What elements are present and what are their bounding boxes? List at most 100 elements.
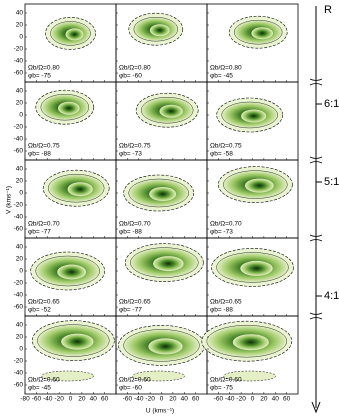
phi-label: φb= -73 (210, 229, 233, 236)
resonance-label: 4:1 (324, 290, 339, 302)
omega-label: Ωb/Ω=0.65 (28, 299, 60, 306)
y-tick-label: -40 (14, 58, 24, 65)
y-tick-label: 40 (16, 88, 24, 95)
density-outer (41, 370, 94, 382)
omega-label: Ωb/Ω=0.70 (210, 221, 242, 228)
resonance-label: 5:1 (324, 176, 339, 188)
phi-label: φb= -75 (28, 73, 51, 80)
x-tick-label: 20 (169, 396, 177, 403)
y-tick-label: 40 (16, 166, 24, 173)
omega-label: Ωb/Ω=0.60 (210, 377, 242, 384)
density-core (153, 256, 184, 272)
phi-label: φb= -58 (210, 151, 233, 158)
omega-label: Ωb/Ω=0.75 (28, 143, 60, 150)
resonance-label: 6:1 (324, 98, 339, 110)
x-tick-label: -80 (20, 396, 30, 403)
y-tick-label: 0 (19, 346, 23, 353)
x-tick-label: 60 (101, 396, 109, 403)
density-core (65, 28, 84, 41)
y-tick-label: 40 (16, 322, 24, 329)
phi-label: φb= -60 (119, 385, 142, 392)
x-tick-label: 60 (283, 396, 291, 403)
density-outer (223, 370, 276, 382)
y-tick-label: -20 (14, 280, 24, 287)
omega-label: Ωb/Ω=0.60 (119, 377, 151, 384)
y-tick-label: 0 (19, 112, 23, 119)
omega-label: Ωb/Ω=0.80 (119, 65, 151, 72)
density-core (148, 338, 183, 355)
phi-label: φb= -75 (210, 385, 233, 392)
y-tick-label: 20 (16, 178, 24, 185)
y-tick-label: -60 (14, 304, 24, 311)
y-tick-label: -40 (14, 370, 24, 377)
y-tick-label: 0 (19, 34, 23, 41)
x-tick-label: 60 (192, 396, 200, 403)
density-core (244, 178, 274, 193)
density-outer (132, 370, 185, 382)
x-tick-label: -20 (54, 396, 64, 403)
axis-break (309, 78, 323, 86)
phi-label: φb= -77 (28, 229, 51, 236)
x-axis-label: U (kms⁻¹) (146, 408, 174, 415)
y-tick-label: -20 (14, 46, 24, 53)
density-core (232, 334, 269, 351)
density-core (241, 109, 267, 123)
density-core (240, 260, 273, 276)
omega-label: Ωb/Ω=0.75 (119, 143, 151, 150)
x-tick-label: -40 (225, 396, 235, 403)
axis-break (309, 234, 323, 242)
resonance-axis-label: R (324, 4, 332, 16)
y-tick-label: -60 (14, 70, 24, 77)
x-tick-label: 20 (260, 396, 268, 403)
phi-label: φb= -88 (210, 307, 233, 314)
density-core (57, 264, 87, 280)
phi-label: φb= -60 (119, 73, 142, 80)
density-core (159, 104, 183, 118)
axis-break (309, 312, 323, 320)
y-tick-label: -60 (14, 226, 24, 233)
y-tick-label: 20 (16, 100, 24, 107)
y-tick-label: 20 (16, 22, 24, 29)
density-core (58, 101, 80, 115)
y-tick-label: 40 (16, 10, 24, 17)
y-tick-label: -20 (14, 358, 24, 365)
y-axis-label: V (kms⁻¹) (6, 186, 13, 214)
y-tick-label: -40 (14, 292, 24, 299)
omega-label: Ωb/Ω=0.80 (210, 65, 242, 72)
phi-label: φb= -73 (119, 151, 142, 158)
y-tick-label: -40 (14, 136, 24, 143)
phi-label: φb= -88 (119, 229, 142, 236)
omega-label: Ωb/Ω=0.80 (28, 65, 60, 72)
density-core (149, 187, 177, 201)
omega-label: Ωb/Ω=0.70 (119, 221, 151, 228)
y-tick-label: -20 (14, 124, 24, 131)
x-tick-label: -60 (214, 396, 224, 403)
x-tick-label: -20 (236, 396, 246, 403)
omega-label: Ωb/Ω=0.60 (28, 377, 60, 384)
y-tick-label: -40 (14, 214, 24, 221)
y-tick-label: 20 (16, 256, 24, 263)
x-tick-label: 0 (251, 396, 255, 403)
phi-label: φb= -52 (28, 307, 51, 314)
density-core (251, 27, 273, 40)
x-tick-label: 20 (78, 396, 86, 403)
y-tick-label: -20 (14, 202, 24, 209)
x-tick-label: -20 (145, 396, 155, 403)
x-tick-label: -60 (32, 396, 42, 403)
phi-label: φb= -45 (210, 73, 233, 80)
y-tick-label: -60 (14, 148, 24, 155)
phi-label: φb= -88 (28, 151, 51, 158)
phi-label: φb= -45 (28, 385, 51, 392)
density-core (67, 182, 93, 197)
phi-label: φb= -77 (119, 307, 142, 314)
x-tick-label: -60 (123, 396, 133, 403)
density-core (61, 333, 94, 350)
x-tick-label: -40 (43, 396, 53, 403)
x-tick-label: -40 (134, 396, 144, 403)
axis-break (309, 156, 323, 164)
omega-label: Ωb/Ω=0.75 (210, 143, 242, 150)
y-tick-label: 20 (16, 334, 24, 341)
resonance-axis-arrow (311, 401, 321, 414)
omega-label: Ωb/Ω=0.65 (119, 299, 151, 306)
